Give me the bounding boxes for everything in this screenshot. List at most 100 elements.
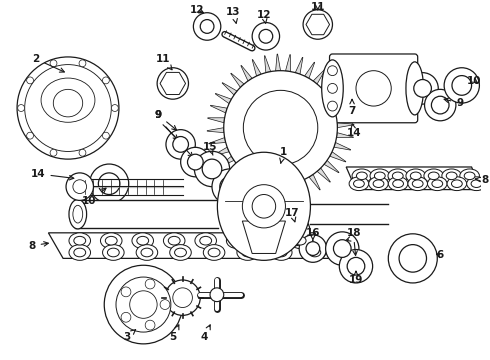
Polygon shape (337, 132, 353, 138)
Circle shape (24, 64, 111, 152)
Circle shape (424, 89, 456, 121)
FancyBboxPatch shape (330, 54, 417, 123)
Ellipse shape (168, 237, 180, 245)
Circle shape (210, 288, 224, 302)
Polygon shape (291, 183, 297, 200)
Circle shape (194, 13, 221, 40)
Polygon shape (286, 55, 291, 72)
Polygon shape (231, 73, 244, 87)
Text: 17: 17 (285, 208, 299, 222)
Text: 13: 13 (226, 7, 241, 23)
Text: 10: 10 (467, 76, 481, 86)
Polygon shape (330, 152, 346, 162)
Circle shape (243, 185, 286, 228)
Polygon shape (337, 123, 354, 128)
Circle shape (50, 60, 57, 67)
Polygon shape (281, 184, 286, 201)
Polygon shape (210, 105, 227, 113)
Ellipse shape (100, 233, 122, 248)
Ellipse shape (270, 245, 292, 260)
Text: 19: 19 (349, 271, 363, 285)
Ellipse shape (427, 177, 447, 190)
Polygon shape (334, 143, 351, 150)
Ellipse shape (406, 62, 423, 115)
Ellipse shape (446, 172, 457, 180)
Ellipse shape (231, 237, 243, 245)
Ellipse shape (294, 237, 306, 245)
Circle shape (334, 240, 351, 257)
Polygon shape (236, 171, 248, 186)
Circle shape (160, 300, 170, 310)
Text: 8: 8 (28, 240, 49, 251)
Circle shape (79, 60, 86, 67)
Text: 7: 7 (348, 99, 356, 116)
Text: 8: 8 (475, 175, 489, 185)
Circle shape (252, 194, 276, 218)
Circle shape (145, 320, 155, 330)
Circle shape (244, 90, 318, 165)
Ellipse shape (69, 245, 91, 260)
Polygon shape (270, 184, 275, 201)
Ellipse shape (203, 245, 225, 260)
Circle shape (347, 257, 365, 275)
Text: 1: 1 (280, 147, 287, 163)
Circle shape (407, 73, 438, 104)
Ellipse shape (208, 248, 220, 257)
Polygon shape (160, 72, 186, 95)
Ellipse shape (200, 237, 212, 245)
Text: 11: 11 (311, 2, 325, 12)
Ellipse shape (164, 233, 185, 248)
FancyBboxPatch shape (75, 201, 218, 228)
Text: 12: 12 (190, 5, 204, 15)
Ellipse shape (392, 172, 403, 180)
Circle shape (414, 80, 431, 97)
Circle shape (90, 164, 129, 203)
Circle shape (165, 280, 200, 315)
Polygon shape (258, 181, 266, 198)
Ellipse shape (74, 237, 86, 245)
Polygon shape (252, 59, 261, 76)
Circle shape (220, 177, 240, 197)
Ellipse shape (410, 172, 421, 180)
Text: 6: 6 (437, 251, 444, 260)
Circle shape (328, 101, 338, 111)
Circle shape (303, 10, 333, 39)
Circle shape (212, 169, 247, 204)
Text: 3: 3 (123, 330, 136, 342)
Polygon shape (295, 57, 303, 74)
Polygon shape (215, 93, 231, 104)
Ellipse shape (392, 180, 403, 188)
Ellipse shape (237, 245, 258, 260)
Circle shape (26, 77, 33, 84)
Text: 14: 14 (31, 169, 74, 180)
Circle shape (452, 76, 471, 95)
Circle shape (66, 173, 94, 201)
Text: 16: 16 (306, 228, 320, 240)
Text: 5: 5 (169, 325, 179, 342)
Ellipse shape (428, 172, 439, 180)
Ellipse shape (424, 169, 443, 183)
Polygon shape (321, 78, 335, 91)
Ellipse shape (69, 233, 91, 248)
Polygon shape (324, 160, 339, 173)
Circle shape (164, 75, 182, 92)
Ellipse shape (466, 177, 486, 190)
Ellipse shape (352, 169, 371, 183)
Polygon shape (209, 138, 226, 144)
Circle shape (26, 132, 33, 139)
Circle shape (173, 288, 193, 307)
Polygon shape (207, 128, 224, 132)
Polygon shape (346, 167, 481, 190)
Circle shape (18, 105, 24, 112)
Ellipse shape (349, 177, 368, 190)
Circle shape (299, 235, 327, 262)
Circle shape (17, 57, 119, 159)
Ellipse shape (290, 233, 311, 248)
Ellipse shape (442, 169, 462, 183)
Circle shape (121, 287, 131, 297)
Circle shape (157, 68, 189, 99)
Ellipse shape (258, 233, 279, 248)
Ellipse shape (74, 248, 86, 257)
Circle shape (73, 180, 87, 194)
Circle shape (173, 136, 189, 152)
